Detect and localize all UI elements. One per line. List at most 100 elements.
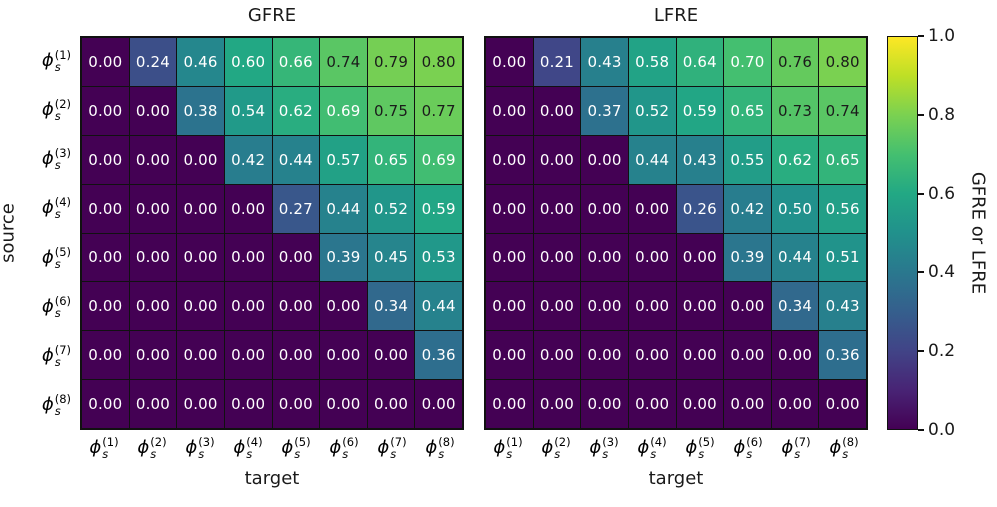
heatmap-cell: 0.00 [629,331,676,379]
heatmap-cell: 0.00 [581,136,628,184]
heatmap-cell: 0.00 [486,136,533,184]
heatmap-cell: 0.34 [772,282,819,330]
col-label: ϕ(7)s [772,433,820,467]
row-label: ϕ(2)s [0,85,76,134]
heatmap-cell: 0.00 [486,282,533,330]
heatmap-cell: 0.64 [677,38,724,86]
heatmap-cell: 0.37 [581,87,628,135]
colorbar-tick-mark [918,193,924,195]
heatmap-cell: 0.00 [534,87,581,135]
heatmap-cell: 0.00 [273,282,320,330]
heatmap-cell: 0.00 [82,282,129,330]
heatmap-cell: 0.00 [486,234,533,282]
heatmap-cell: 0.46 [177,38,224,86]
heatmap-cell: 0.00 [177,380,224,428]
heatmap-cell: 0.65 [368,136,415,184]
col-label: ϕ(3)s [580,433,628,467]
heatmap-cell: 0.66 [273,38,320,86]
heatmap-cell: 0.00 [177,234,224,282]
heatmap-cell: 0.59 [677,87,724,135]
colorbar-tick-label: 0.4 [928,262,955,282]
heatmap-cell: 0.00 [534,234,581,282]
heatmap-cell: 0.00 [177,331,224,379]
heatmap-cell: 0.00 [486,38,533,86]
heatmap-cell: 0.00 [82,185,129,233]
heatmap-cell: 0.00 [724,331,771,379]
heatmap-cell: 0.00 [629,185,676,233]
heatmap-cell: 0.00 [581,380,628,428]
heatmap-cell: 0.00 [677,282,724,330]
heatmap-cell: 0.00 [415,380,462,428]
col-label: ϕ(7)s [368,433,416,467]
heatmap-cell: 0.00 [772,331,819,379]
heatmap-cell: 0.00 [534,380,581,428]
colorbar-tick-label: 0.6 [928,184,955,204]
heatmap-cell: 0.00 [82,380,129,428]
heatmap-cell: 0.00 [225,282,272,330]
heatmap-cell: 0.74 [819,87,866,135]
heatmap-cell: 0.00 [677,234,724,282]
heatmap-cell: 0.00 [581,234,628,282]
heatmap-cell: 0.59 [415,185,462,233]
heatmap-cell: 0.69 [320,87,367,135]
heatmap-cell: 0.00 [534,185,581,233]
heatmap-cell: 0.00 [82,38,129,86]
heatmap-cell: 0.38 [177,87,224,135]
heatmap-cell: 0.00 [486,87,533,135]
heatmap-cell: 0.62 [273,87,320,135]
heatmap-cell: 0.00 [130,282,177,330]
heatmap-cell: 0.00 [320,282,367,330]
heatmap-cell: 0.00 [629,380,676,428]
row-label: ϕ(1)s [0,36,76,85]
heatmap-cell: 0.79 [368,38,415,86]
heatmap-cell: 0.44 [273,136,320,184]
col-label: ϕ(5)s [676,433,724,467]
heatmap-cell: 0.00 [130,380,177,428]
col-label: ϕ(2)s [532,433,580,467]
figure-heatmap-gfre-lfre: GFRE LFRE source ϕ(1)sϕ(2)sϕ(3)sϕ(4)sϕ(5… [0,0,997,507]
heatmap-cell: 0.00 [368,380,415,428]
heatmap-cell: 0.00 [273,380,320,428]
colorbar-tick-mark [918,271,924,273]
heatmap-cell: 0.43 [819,282,866,330]
heatmap-cell: 0.44 [772,234,819,282]
col-label: ϕ(4)s [628,433,676,467]
heatmap-cell: 0.65 [819,136,866,184]
heatmap-cell: 0.00 [629,234,676,282]
heatmap-cell: 0.44 [415,282,462,330]
heatmap-cell: 0.55 [724,136,771,184]
heatmap-cell: 0.00 [320,380,367,428]
heatmap-cell: 0.00 [82,234,129,282]
heatmap-cell: 0.70 [724,38,771,86]
colorbar-tick-label: 0.8 [928,105,955,125]
colorbar-label: GFRE or LFRE [968,172,989,294]
heatmap-cell: 0.60 [225,38,272,86]
heatmap-cell: 0.24 [130,38,177,86]
heatmap-cell: 0.27 [273,185,320,233]
col-label: ϕ(6)s [320,433,368,467]
heatmap-cell: 0.00 [534,136,581,184]
heatmap-cell: 0.00 [581,185,628,233]
heatmap-cell: 0.00 [677,331,724,379]
heatmap-cell: 0.74 [320,38,367,86]
colorbar-tick-mark [918,429,924,431]
heatmap-cell: 0.00 [82,87,129,135]
col-label: ϕ(2)s [128,433,176,467]
heatmap-cell: 0.00 [130,185,177,233]
heatmap-cell: 0.00 [724,282,771,330]
heatmap-cell: 0.58 [629,38,676,86]
axis-label-target-gfre: target [80,468,464,489]
heatmap-cell: 0.00 [130,331,177,379]
col-label: ϕ(1)s [80,433,128,467]
heatmap-cell: 0.00 [130,234,177,282]
heatmap-cell: 0.00 [486,380,533,428]
colorbar-tick-mark [918,35,924,37]
heatmap-cell: 0.39 [320,234,367,282]
heatmap-cell: 0.00 [225,234,272,282]
colorbar-tick-mark [918,350,924,352]
colorbar-gradient [887,36,918,430]
heatmap-cell: 0.44 [629,136,676,184]
col-label: ϕ(5)s [272,433,320,467]
heatmap-cell: 0.51 [819,234,866,282]
heatmap-cell: 0.53 [415,234,462,282]
